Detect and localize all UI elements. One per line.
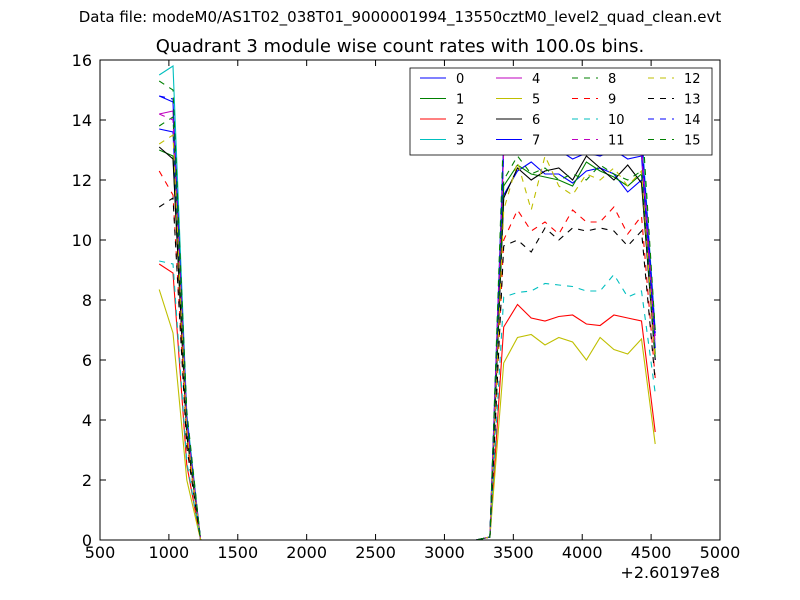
- legend-label: 10: [608, 113, 625, 128]
- y-tick-label: 6: [82, 351, 92, 370]
- x-tick-label: 3000: [424, 543, 465, 562]
- legend-box: [409, 67, 713, 156]
- y-tick-label: 4: [82, 411, 92, 430]
- series-line-10: [159, 260, 656, 541]
- series-line-1: [158, 149, 656, 541]
- legend-label: 8: [608, 72, 616, 87]
- legend-label: 2: [456, 113, 464, 128]
- x-tick-label: 5000: [700, 543, 741, 562]
- legend-label: 4: [532, 72, 540, 87]
- legend-label: 6: [532, 113, 540, 128]
- figure-suptitle: Data file: modeM0/AS1T02_038T01_90000019…: [78, 8, 722, 26]
- y-tick-label: 0: [82, 531, 92, 550]
- x-tick-label: 2500: [355, 543, 396, 562]
- x-offset-label: +2.60197e8: [620, 563, 720, 582]
- legend-label: 15: [684, 134, 701, 149]
- legend-label: 0: [456, 72, 464, 87]
- legend-label: 13: [684, 93, 701, 108]
- x-tick-label: 4500: [631, 543, 672, 562]
- x-tick-label: 2000: [286, 543, 327, 562]
- legend-label: 1: [456, 93, 464, 108]
- y-tick-label: 16: [72, 51, 92, 70]
- series-line-0: [159, 128, 656, 541]
- y-tick-label: 8: [82, 291, 92, 310]
- legend-label: 5: [532, 93, 540, 108]
- series-line-5: [158, 289, 656, 541]
- x-tick-label: 500: [85, 543, 116, 562]
- series-line-7: [158, 95, 656, 541]
- series-line-2: [158, 263, 656, 541]
- x-tick-label: 3500: [493, 543, 534, 562]
- series-line-14: [159, 95, 656, 541]
- x-tick-label: 1500: [217, 543, 258, 562]
- series-line-8: [158, 116, 656, 541]
- series-line-12: [158, 134, 656, 541]
- legend-label: 11: [608, 134, 625, 149]
- legend-label: 7: [532, 134, 540, 149]
- legend-label: 14: [684, 113, 701, 128]
- y-tick-label: 10: [72, 231, 92, 250]
- series-line-11: [158, 113, 656, 541]
- chart-title: Quadrant 3 module wise count rates with …: [155, 36, 645, 57]
- y-tick-label: 14: [72, 111, 92, 130]
- series-line-6: [158, 146, 656, 541]
- legend-label: 12: [684, 72, 701, 87]
- series-line-13: [158, 197, 656, 541]
- y-tick-label: 2: [82, 471, 92, 490]
- x-tick-label: 1000: [149, 543, 190, 562]
- legend-label: 9: [608, 93, 616, 108]
- series-line-9: [158, 170, 656, 541]
- legend-label: 3: [456, 134, 464, 149]
- x-tick-label: 4000: [562, 543, 603, 562]
- y-tick-label: 12: [72, 171, 92, 190]
